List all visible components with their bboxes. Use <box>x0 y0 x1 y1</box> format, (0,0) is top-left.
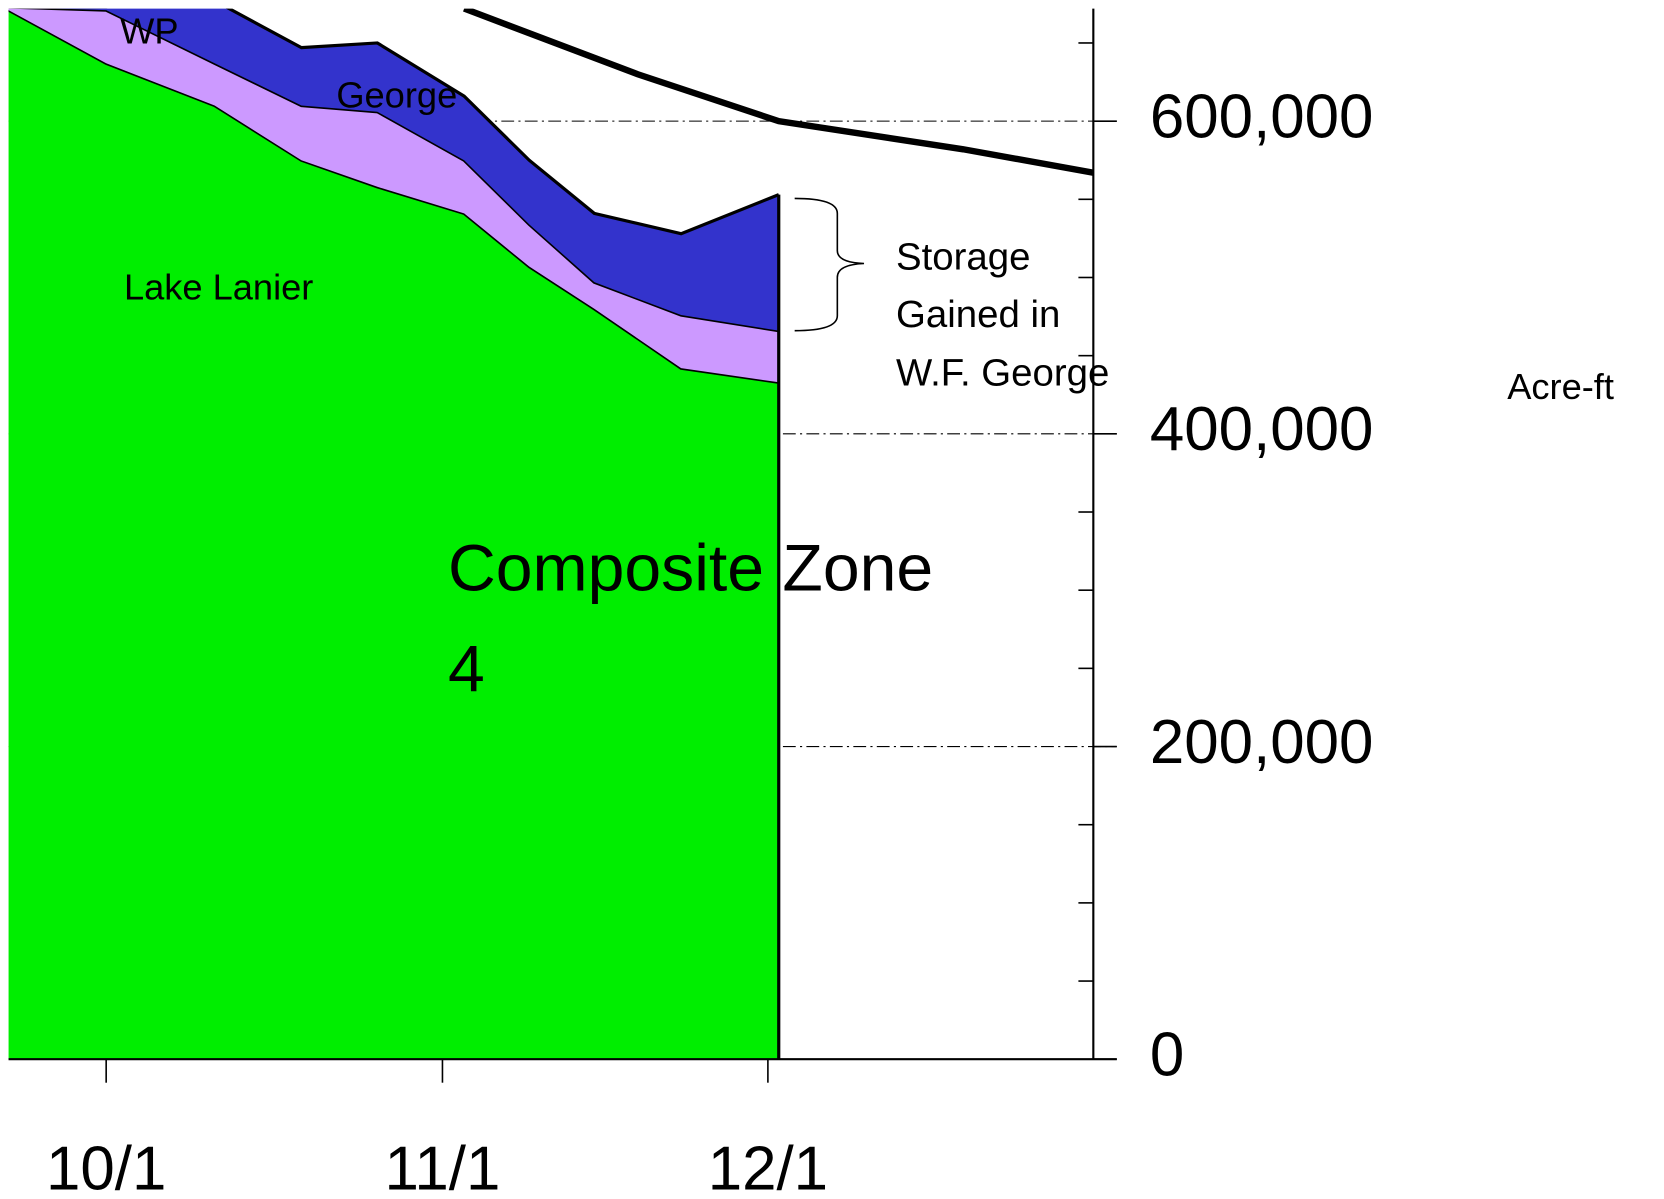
y-axis-label: Acre-ft <box>1507 366 1614 407</box>
y-tick-label: 400,000 <box>1150 395 1374 464</box>
line <box>463 8 1094 176</box>
x-tick-label: 10/1 <box>46 1135 166 1199</box>
annotation: Gained in <box>896 293 1060 336</box>
area <box>57 8 779 331</box>
series-label: WP <box>120 11 178 52</box>
brace <box>794 197 865 332</box>
series-label: Lake Lanier <box>124 267 313 308</box>
area <box>8 10 779 1060</box>
y-tick-label: 200,000 <box>1150 708 1374 777</box>
annotation: Storage <box>896 235 1030 278</box>
areas <box>8 8 1094 1060</box>
area <box>8 8 779 383</box>
y-tick-label: 0 <box>1150 1021 1184 1090</box>
series-label: George <box>336 75 457 116</box>
area-edge <box>225 8 780 236</box>
x-tick-label: 12/1 <box>708 1135 828 1199</box>
annotation: 4 <box>448 633 485 707</box>
axes: 0 200,000 400,000 600,000 10/1 11/1 12/1 <box>8 8 1374 1199</box>
y-tick-label: 600,000 <box>1150 82 1374 151</box>
annotation: W.F. George <box>896 352 1109 395</box>
grid <box>8 120 1117 748</box>
annotation: Composite Zone <box>448 531 933 605</box>
x-tick-label: 11/1 <box>385 1135 501 1199</box>
